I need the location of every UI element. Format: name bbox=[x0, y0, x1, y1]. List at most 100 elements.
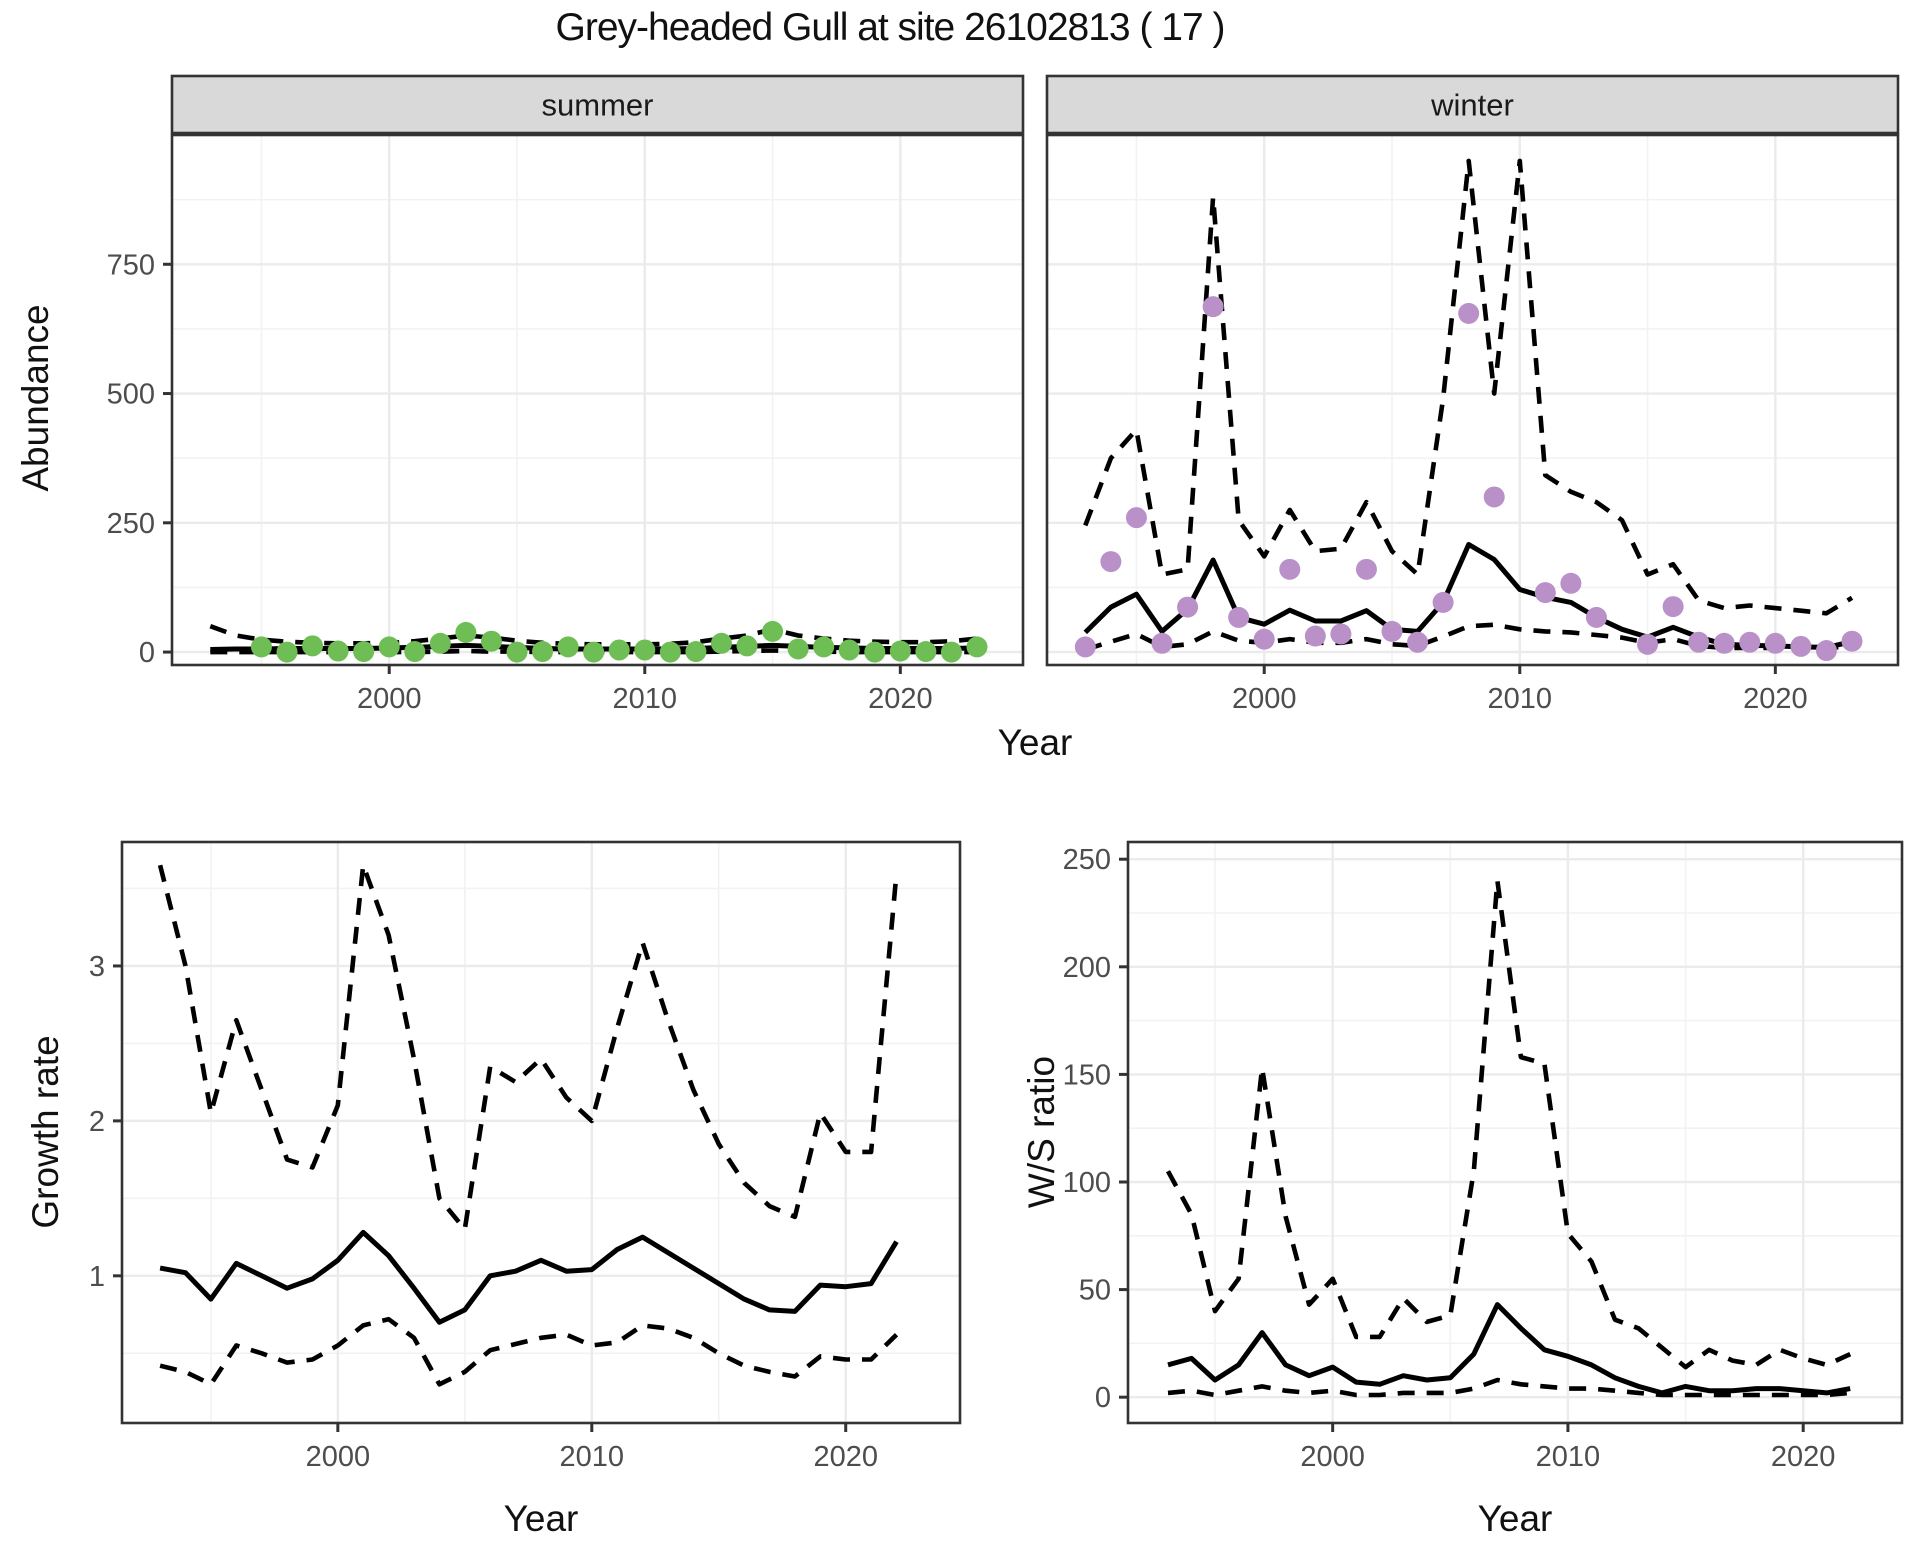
panel-abundance-summer: summer 2000 2010 2020 0 250 500 750 bbox=[107, 74, 1025, 715]
data-point bbox=[480, 630, 502, 652]
data-point bbox=[685, 641, 707, 663]
data-point bbox=[583, 641, 605, 663]
data-point bbox=[1177, 596, 1199, 618]
data-point bbox=[659, 641, 681, 663]
data-point bbox=[838, 639, 860, 661]
data-point bbox=[1253, 628, 1275, 650]
data-point bbox=[302, 635, 324, 657]
data-point bbox=[864, 641, 886, 663]
data-point bbox=[1841, 630, 1863, 652]
data-point bbox=[940, 641, 962, 663]
x-tick-label: 2010 bbox=[1488, 683, 1553, 715]
data-point bbox=[634, 639, 656, 661]
data-point bbox=[1355, 558, 1377, 580]
y-tick-label: 100 bbox=[1063, 1167, 1111, 1199]
data-point bbox=[276, 641, 298, 663]
ci-upper-growth-rate bbox=[157, 862, 899, 1232]
fit-line-ws-ratio bbox=[1167, 1302, 1851, 1396]
figure-title: Grey-headed Gull at site 26102813 ( 17 ) bbox=[555, 6, 1226, 49]
panel-border-growth-rate bbox=[120, 840, 962, 1425]
x-tick-label: 2010 bbox=[560, 1441, 625, 1473]
data-point bbox=[1125, 507, 1147, 529]
facet-strip-summer bbox=[170, 74, 1025, 135]
x-tick-label: 2000 bbox=[306, 1441, 371, 1473]
data-point bbox=[557, 636, 579, 658]
facet-strip-label-winter: winter bbox=[1430, 88, 1514, 123]
data-point bbox=[250, 636, 272, 658]
data-point bbox=[1688, 631, 1710, 653]
data-point bbox=[762, 620, 784, 642]
data-point bbox=[404, 641, 426, 663]
data-point bbox=[736, 635, 758, 657]
data-point bbox=[378, 636, 400, 658]
facet-strip-winter bbox=[1045, 74, 1900, 135]
data-point bbox=[1764, 632, 1786, 654]
ci-upper-ws-ratio bbox=[1165, 878, 1852, 1370]
panel-abundance-winter: winter 2000 2010 2020 bbox=[1045, 74, 1900, 715]
data-point bbox=[1279, 558, 1301, 580]
data-point bbox=[1151, 632, 1173, 654]
y-tick-label: 200 bbox=[1063, 952, 1111, 984]
data-point bbox=[1458, 302, 1480, 324]
data-point bbox=[787, 638, 809, 660]
data-point bbox=[1330, 623, 1352, 645]
observed-points-abundance-winter bbox=[1074, 296, 1863, 662]
x-tick-label: 2010 bbox=[1536, 1441, 1601, 1473]
x-tick-label: 2020 bbox=[1771, 1441, 1836, 1473]
x-axis-title-year-ws: Year bbox=[1477, 1498, 1553, 1539]
x-axis-title-year-top: Year bbox=[997, 722, 1073, 763]
data-point bbox=[813, 636, 835, 658]
data-point bbox=[966, 636, 988, 658]
y-tick-label: 750 bbox=[107, 249, 155, 281]
x-axis-title-year-growth: Year bbox=[503, 1498, 579, 1539]
x-tick-label: 2000 bbox=[1300, 1441, 1365, 1473]
y-tick-label: 2 bbox=[89, 1106, 105, 1138]
y-tick-label: 0 bbox=[139, 637, 155, 669]
facet-strip-label-summer: summer bbox=[542, 88, 654, 123]
panel-border-abundance-summer bbox=[170, 133, 1025, 667]
data-point bbox=[327, 640, 349, 662]
y-axis-title-ws: W/S ratio bbox=[1021, 1055, 1062, 1209]
y-tick-label: 0 bbox=[1095, 1382, 1111, 1414]
y-tick-label: 150 bbox=[1063, 1059, 1111, 1091]
fit-line-growth-rate bbox=[159, 1229, 899, 1325]
data-point bbox=[889, 640, 911, 662]
panel-border-abundance-winter bbox=[1045, 133, 1900, 667]
data-point bbox=[1407, 631, 1429, 653]
y-tick-label: 250 bbox=[1063, 844, 1111, 876]
data-point bbox=[455, 621, 477, 643]
data-point bbox=[1662, 596, 1684, 618]
data-point bbox=[1202, 296, 1224, 318]
data-point bbox=[608, 639, 630, 661]
y-axis-title-abundance: Abundance bbox=[15, 304, 56, 492]
data-point bbox=[429, 632, 451, 654]
y-axis-title-growth: Growth rate bbox=[25, 1035, 66, 1229]
data-point bbox=[1585, 606, 1607, 628]
data-point bbox=[1381, 620, 1403, 642]
observed-points-abundance-summer bbox=[250, 620, 988, 663]
x-tick-label: 2000 bbox=[1232, 683, 1297, 715]
panel-growth-rate: 2000 2010 2020 1 2 3 bbox=[89, 840, 962, 1473]
data-point bbox=[1713, 632, 1735, 654]
data-point bbox=[1074, 636, 1096, 658]
data-point bbox=[1534, 582, 1556, 604]
data-point bbox=[1637, 633, 1659, 655]
data-point bbox=[1483, 486, 1505, 508]
ci-upper-abundance-winter bbox=[1083, 158, 1854, 616]
y-tick-label: 500 bbox=[107, 379, 155, 411]
y-tick-label: 3 bbox=[89, 951, 105, 983]
data-point bbox=[710, 632, 732, 654]
data-point bbox=[1304, 625, 1326, 647]
x-tick-label: 2000 bbox=[357, 683, 422, 715]
data-point bbox=[1790, 635, 1812, 657]
data-point bbox=[1815, 640, 1837, 662]
data-point bbox=[532, 641, 554, 663]
data-point bbox=[1739, 631, 1761, 653]
x-tick-label: 2020 bbox=[813, 1441, 878, 1473]
x-tick-label: 2020 bbox=[1743, 683, 1808, 715]
data-point bbox=[353, 641, 375, 663]
y-tick-label: 1 bbox=[89, 1261, 105, 1293]
data-point bbox=[1432, 591, 1454, 613]
data-point bbox=[1560, 572, 1582, 594]
